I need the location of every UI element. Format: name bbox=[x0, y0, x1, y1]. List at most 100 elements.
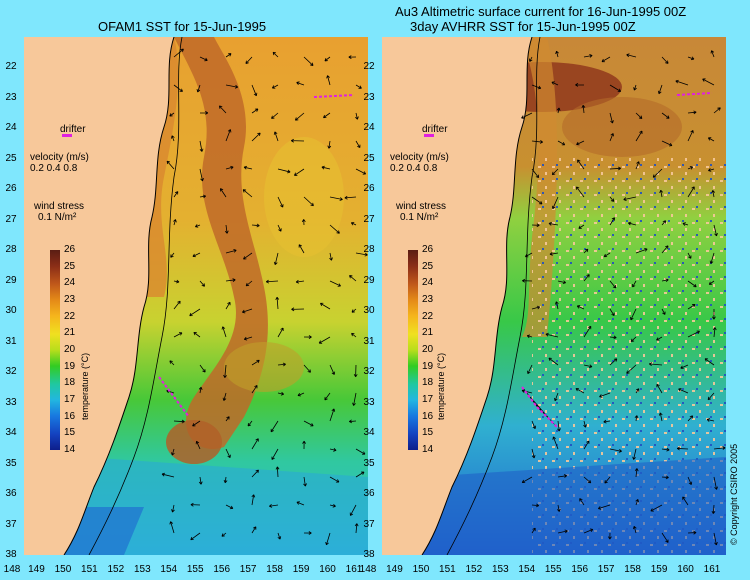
velocity-arrow bbox=[522, 278, 533, 283]
y-axis-label: 31 bbox=[5, 335, 17, 347]
velocity-arrow bbox=[173, 191, 179, 198]
velocity-arrow bbox=[711, 504, 716, 514]
velocity-arrow bbox=[270, 420, 279, 433]
velocity-arrow bbox=[219, 188, 227, 198]
y-axis-label: 34 bbox=[363, 427, 375, 438]
velocity-arrow bbox=[344, 195, 357, 200]
velocity-arrow bbox=[273, 131, 279, 142]
velocity-arrow bbox=[661, 140, 673, 147]
velocity-arrow bbox=[275, 296, 280, 310]
velocity-arrow bbox=[194, 224, 201, 228]
velocity-arrow bbox=[173, 84, 183, 92]
x-axis-label: 154 bbox=[160, 564, 178, 575]
velocity-arrow bbox=[355, 140, 361, 149]
velocity-arrow bbox=[199, 194, 207, 199]
velocity-arrow bbox=[531, 140, 544, 144]
right-panel-title-line2: 3day AVHRR SST for 15-Jun-1995 00Z bbox=[410, 19, 636, 34]
velocity-arrow bbox=[225, 53, 232, 58]
velocity-arrow bbox=[702, 78, 715, 86]
velocity-arrow bbox=[251, 223, 260, 228]
velocity-arrow bbox=[661, 475, 669, 480]
y-axis-label: 25 bbox=[5, 152, 17, 164]
velocity-arrow bbox=[245, 280, 253, 287]
y-axis-label: 35 bbox=[363, 457, 375, 469]
velocity-arrow bbox=[557, 529, 568, 534]
velocity-arrow bbox=[708, 168, 715, 172]
left-panel-title: OFAM1 SST for 15-Jun-1995 bbox=[98, 19, 267, 34]
velocity-arrow bbox=[607, 532, 612, 540]
velocity-arrow bbox=[707, 392, 715, 401]
velocity-arrow bbox=[531, 527, 536, 534]
velocity-arrow bbox=[221, 532, 227, 537]
velocity-arrow bbox=[225, 416, 230, 422]
velocity-arrow bbox=[329, 503, 336, 508]
velocity-arrow bbox=[303, 196, 314, 207]
velocity-arrow bbox=[329, 196, 343, 201]
velocity-arrow bbox=[575, 387, 585, 394]
left-wind-label: wind stress bbox=[34, 201, 85, 212]
velocity-arrow bbox=[576, 305, 585, 310]
velocity-arrow bbox=[687, 166, 694, 170]
velocity-arrow bbox=[634, 415, 639, 422]
colorbar-tick: 19 bbox=[422, 360, 434, 372]
velocity-arrow bbox=[351, 308, 357, 313]
velocity-arrow bbox=[552, 436, 559, 450]
velocity-arrow bbox=[242, 189, 253, 198]
velocity-arrow bbox=[650, 504, 663, 512]
y-axis-label: 38 bbox=[363, 549, 375, 560]
y-axis-label: 35 bbox=[5, 457, 17, 469]
velocity-arrow bbox=[352, 392, 357, 406]
velocity-arrow bbox=[635, 499, 639, 506]
velocity-arrow bbox=[687, 304, 696, 310]
velocity-arrow bbox=[531, 196, 543, 205]
velocity-arrow bbox=[557, 280, 567, 285]
velocity-arrow bbox=[555, 50, 559, 58]
velocity-arrow bbox=[576, 186, 585, 198]
velocity-arrow bbox=[710, 50, 715, 58]
velocity-arrow bbox=[633, 84, 637, 91]
velocity-arrow bbox=[656, 336, 663, 341]
velocity-arrow bbox=[273, 252, 279, 265]
velocity-arrow bbox=[277, 224, 282, 232]
right-velocity-scale: 0.2 0.4 0.8 bbox=[390, 163, 438, 174]
velocity-arrow bbox=[195, 440, 201, 450]
x-axis-label: 159 bbox=[650, 564, 668, 575]
velocity-arrow bbox=[277, 532, 282, 540]
y-axis-label: 26 bbox=[363, 183, 375, 194]
velocity-arrow bbox=[190, 502, 201, 507]
velocity-arrow bbox=[173, 332, 183, 338]
velocity-arrow bbox=[635, 112, 643, 119]
x-axis-label: 155 bbox=[186, 564, 204, 575]
velocity-arrow bbox=[225, 84, 239, 89]
velocity-arrow bbox=[173, 48, 184, 58]
x-axis-label: 149 bbox=[386, 564, 403, 575]
velocity-arrow bbox=[271, 448, 279, 460]
colorbar-tick: 14 bbox=[422, 444, 434, 455]
velocity-arrow bbox=[190, 532, 201, 541]
y-axis-label: 33 bbox=[363, 396, 375, 408]
velocity-arrow bbox=[192, 420, 201, 427]
velocity-arrow bbox=[193, 331, 201, 338]
velocity-arrow bbox=[551, 168, 559, 176]
velocity-arrow bbox=[576, 140, 585, 146]
velocity-arrow bbox=[658, 412, 663, 422]
velocity-arrow bbox=[682, 496, 689, 506]
y-axis-label: 38 bbox=[5, 549, 17, 560]
colorbar-tick: 15 bbox=[422, 427, 434, 439]
velocity-arrow bbox=[166, 160, 175, 170]
velocity-arrow bbox=[303, 335, 312, 339]
velocity-arrow bbox=[269, 504, 279, 508]
velocity-arrow bbox=[687, 186, 695, 198]
velocity-arrow bbox=[661, 447, 670, 452]
y-axis-label: 34 bbox=[5, 427, 17, 438]
x-axis-label: 153 bbox=[491, 564, 509, 575]
velocity-arrow bbox=[632, 525, 637, 534]
velocity-arrow bbox=[354, 523, 359, 534]
velocity-arrow bbox=[557, 420, 561, 432]
velocity-arrow bbox=[329, 364, 336, 375]
colorbar-tick: 15 bbox=[64, 427, 76, 439]
velocity-arrow bbox=[632, 448, 637, 460]
velocity-arrow bbox=[225, 249, 237, 254]
velocity-arrow bbox=[173, 300, 181, 310]
velocity-arrow bbox=[548, 357, 559, 366]
